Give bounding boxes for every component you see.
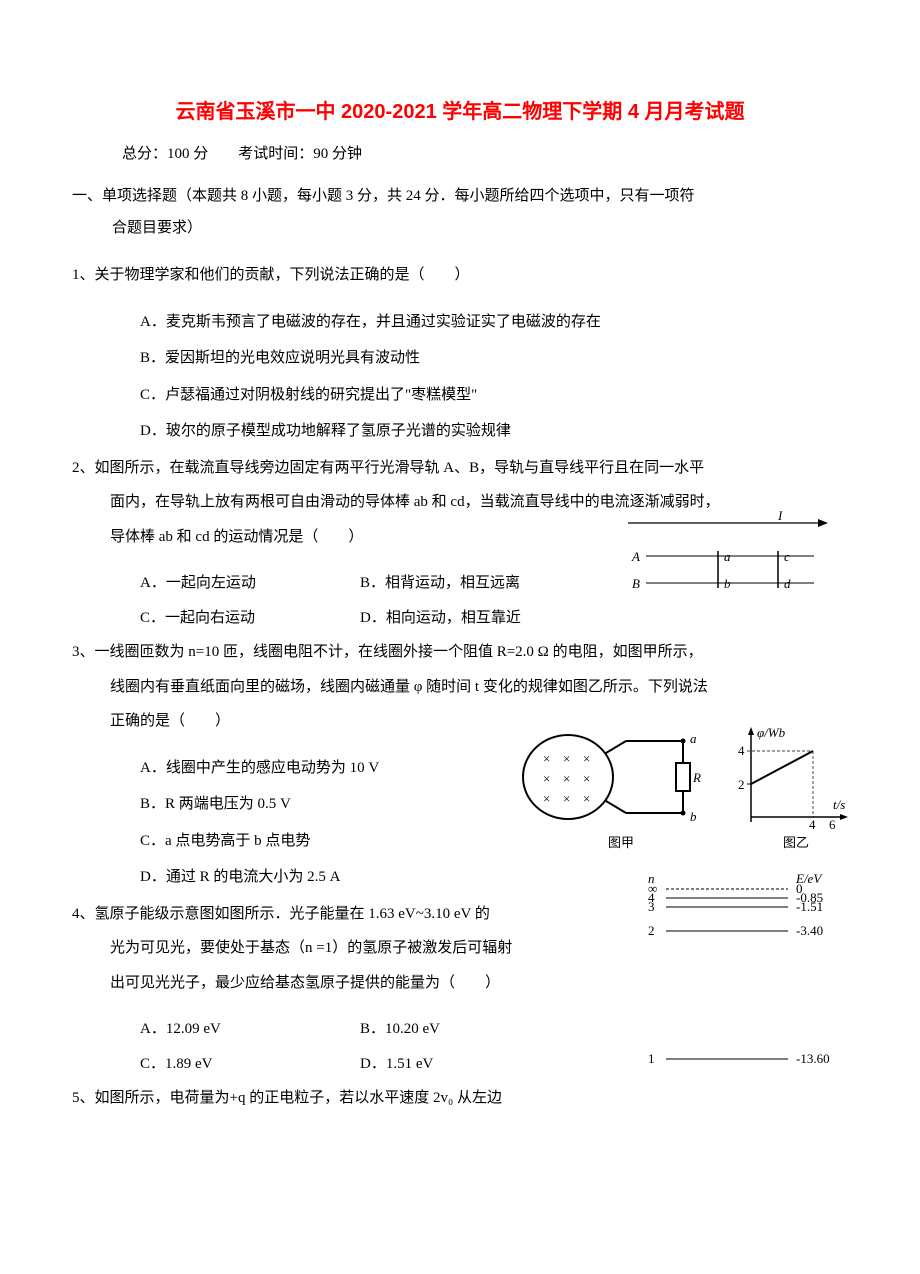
q3-block: 3、一线圈匝数为 n=10 匝，线圈电阻不计，在线圈外接一个阻值 R=2.0 Ω… xyxy=(72,635,848,895)
svg-text:-3.40: -3.40 xyxy=(796,923,823,938)
q4-stem-line2: 光为可见光，要使处于基态（n =1）的氢原子被激发后可辐射 xyxy=(72,931,512,966)
exam-title: 云南省玉溪市一中 2020-2021 学年高二物理下学期 4 月月考试题 xyxy=(72,95,848,124)
q4-block: 4、氢原子能级示意图如图所示．光子能量在 1.63 eV~3.10 eV 的 光… xyxy=(72,897,848,1082)
svg-text:1: 1 xyxy=(648,1051,655,1066)
svg-text:b: b xyxy=(690,809,697,824)
section-1-heading: 一、单项选择题（本题共 8 小题，每小题 3 分，共 24 分．每小题所给四个选… xyxy=(72,181,848,244)
q1-opt-d: D．玻尔的原子模型成功地解释了氢原子光谱的实验规律 xyxy=(140,414,848,449)
svg-text:a: a xyxy=(690,731,697,746)
svg-text:图乙: 图乙 xyxy=(783,835,809,850)
svg-text:φ/Wb: φ/Wb xyxy=(757,727,786,740)
q2-figure: I A B a b c d xyxy=(628,511,828,601)
q1-options: A．麦克斯韦预言了电磁波的存在，并且通过实验证实了电磁波的存在 B．爱因斯坦的光… xyxy=(72,305,848,449)
q3-stem-line2: 线圈内有垂直纸面向里的磁场，线圈内磁通量 φ 随时间 t 变化的规律如图乙所示。… xyxy=(72,670,708,705)
q3-fig-jia: × × × × × × × × × R a b 图甲 xyxy=(523,731,701,850)
q2-opt-b: B．相背运动，相互远离 xyxy=(360,566,580,601)
exam-subtitle: 总分：100 分 考试时间：90 分钟 xyxy=(122,142,848,163)
svg-text:-13.60: -13.60 xyxy=(796,1051,830,1066)
q4-opt-a: A．12.09 eV xyxy=(140,1012,360,1047)
svg-text:-1.51: -1.51 xyxy=(796,899,823,914)
q4-opt-d: D．1.51 eV xyxy=(360,1047,580,1082)
svg-text:×: × xyxy=(563,751,570,766)
q3-opt-c: C．a 点电势高于 b 点电势 xyxy=(140,824,382,859)
svg-text:4: 4 xyxy=(809,817,816,832)
svg-text:×: × xyxy=(583,751,590,766)
svg-text:4: 4 xyxy=(738,743,745,758)
q2-stem-line1: 2、如图所示，在载流直导线旁边固定有两平行光滑导轨 A、B，导轨与直导线平行且在… xyxy=(72,460,704,476)
svg-text:R: R xyxy=(692,770,701,785)
q4-stem: 4、氢原子能级示意图如图所示．光子能量在 1.63 eV~3.10 eV 的 光… xyxy=(72,897,532,1001)
q4-opt-b: B．10.20 eV xyxy=(360,1012,580,1047)
q1-opt-b: B．爱因斯坦的光电效应说明光具有波动性 xyxy=(140,341,848,376)
q2-stem-line2: 面内，在导轨上放有两根可自由滑动的导体棒 ab 和 cd，当载流直导线中的电流逐… xyxy=(72,485,720,520)
svg-text:3: 3 xyxy=(648,899,655,914)
svg-text:t/s: t/s xyxy=(833,797,845,812)
q3-stem-line3: 正确的是（ ） xyxy=(72,704,230,739)
q3-options: A．线圈中产生的感应电动势为 10 V B．R 两端电压为 0.5 V C．a … xyxy=(72,751,382,895)
q1-opt-a: A．麦克斯韦预言了电磁波的存在，并且通过实验证实了电磁波的存在 xyxy=(140,305,848,340)
q2-opt-c: C．一起向右运动 xyxy=(140,601,360,636)
q3-figure: × × × × × × × × × R a b 图甲 xyxy=(518,727,848,857)
svg-text:6: 6 xyxy=(829,817,836,832)
q3-opt-a: A．线圈中产生的感应电动势为 10 V xyxy=(140,751,382,786)
q3-opt-b: B．R 两端电压为 0.5 V xyxy=(140,787,382,822)
section-heading-line1: 一、单项选择题（本题共 8 小题，每小题 3 分，共 24 分．每小题所给四个选… xyxy=(72,181,848,213)
q3-stem: 3、一线圈匝数为 n=10 匝，线圈电阻不计，在线圈外接一个阻值 R=2.0 Ω… xyxy=(72,635,848,739)
q2-c-label: c xyxy=(784,549,790,564)
q2-d-label: d xyxy=(784,576,791,591)
q4-stem-line1: 4、氢原子能级示意图如图所示．光子能量在 1.63 eV~3.10 eV 的 xyxy=(72,906,490,922)
q2-B-label: B xyxy=(632,576,640,591)
q1-stem: 1、关于物理学家和他们的贡献，下列说法正确的是（ ） xyxy=(72,258,848,293)
q2-opts-row2: C．一起向右运动 D．相向运动，相互靠近 xyxy=(72,601,848,636)
q3-figure-container: × × × × × × × × × R a b 图甲 xyxy=(518,727,848,862)
q5-stem-line1: 5、如图所示，电荷量为+q 的正电粒子，若以水平速度 2v₀ 从左边 xyxy=(72,1090,502,1106)
q3-stem-line1: 3、一线圈匝数为 n=10 匝，线圈电阻不计，在线圈外接一个阻值 R=2.0 Ω… xyxy=(72,644,703,660)
svg-text:×: × xyxy=(543,751,550,766)
svg-text:×: × xyxy=(543,791,550,806)
q2-opt-a: A．一起向左运动 xyxy=(140,566,360,601)
q3-opt-d: D．通过 R 的电流大小为 2.5 A xyxy=(140,860,382,895)
q2-a-label: a xyxy=(724,549,731,564)
svg-text:×: × xyxy=(583,791,590,806)
q3-fig-yi: φ/Wb t/s 4 2 4 6 图乙 xyxy=(738,727,848,850)
svg-text:×: × xyxy=(563,791,570,806)
svg-text:2: 2 xyxy=(738,777,745,792)
q5-stem: 5、如图所示，电荷量为+q 的正电粒子，若以水平速度 2v₀ 从左边 xyxy=(72,1081,848,1116)
svg-text:图甲: 图甲 xyxy=(608,835,634,850)
svg-text:×: × xyxy=(563,771,570,786)
q2-b-label: b xyxy=(724,576,731,591)
q2-A-label: A xyxy=(631,549,640,564)
q2-stem-line3: 导体棒 ab 和 cd 的运动情况是（ ） xyxy=(72,520,363,555)
q2-I-label: I xyxy=(777,511,783,523)
section-heading-line2: 合题目要求） xyxy=(72,213,848,245)
svg-text:×: × xyxy=(583,771,590,786)
q2-block: 2、如图所示，在载流直导线旁边固定有两平行光滑导轨 A、B，导轨与直导线平行且在… xyxy=(72,451,848,636)
q4-figure: n E/eV ∞ 0 4 -0.85 3 -1.51 2 -3.40 1 -13… xyxy=(648,871,838,1071)
q4-opt-c: C．1.89 eV xyxy=(140,1047,360,1082)
q4-stem-line3: 出可见光光子，最少应给基态氢原子提供的能量为（ ） xyxy=(72,966,500,1001)
svg-text:×: × xyxy=(543,771,550,786)
q2-opt-d: D．相向运动，相互靠近 xyxy=(360,601,580,636)
svg-text:2: 2 xyxy=(648,923,655,938)
q1-opt-c: C．卢瑟福通过对阴极射线的研究提出了"枣糕模型" xyxy=(140,378,848,413)
